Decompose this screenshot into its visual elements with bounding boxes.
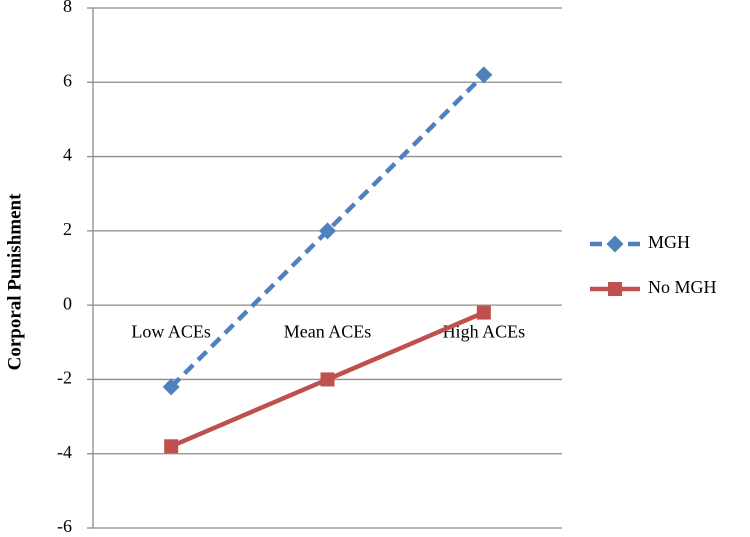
point	[319, 222, 336, 240]
legend-label: MGH	[648, 232, 690, 252]
point	[320, 372, 335, 387]
legend-label: No MGH	[648, 277, 717, 297]
point	[164, 439, 179, 454]
legend-marker	[606, 235, 624, 253]
legend-marker	[608, 282, 622, 296]
y-tick-label: 6	[63, 70, 72, 90]
y-tick-label: 8	[63, 0, 72, 16]
x-tick-label: Mean ACEs	[284, 321, 372, 341]
point	[476, 305, 491, 320]
y-tick-label: -4	[57, 442, 72, 462]
y-tick-label: 2	[63, 219, 72, 239]
y-tick-label: 4	[63, 145, 72, 165]
x-tick-label: High ACEs	[443, 321, 526, 341]
y-tick-label: -2	[57, 368, 72, 388]
y-axis-title: Corporal Punishment	[4, 193, 25, 370]
point	[475, 66, 493, 84]
y-tick-label: -6	[57, 516, 72, 536]
y-tick-label: 0	[63, 293, 72, 313]
x-tick-label: Low ACEs	[131, 321, 211, 341]
point	[162, 378, 180, 396]
